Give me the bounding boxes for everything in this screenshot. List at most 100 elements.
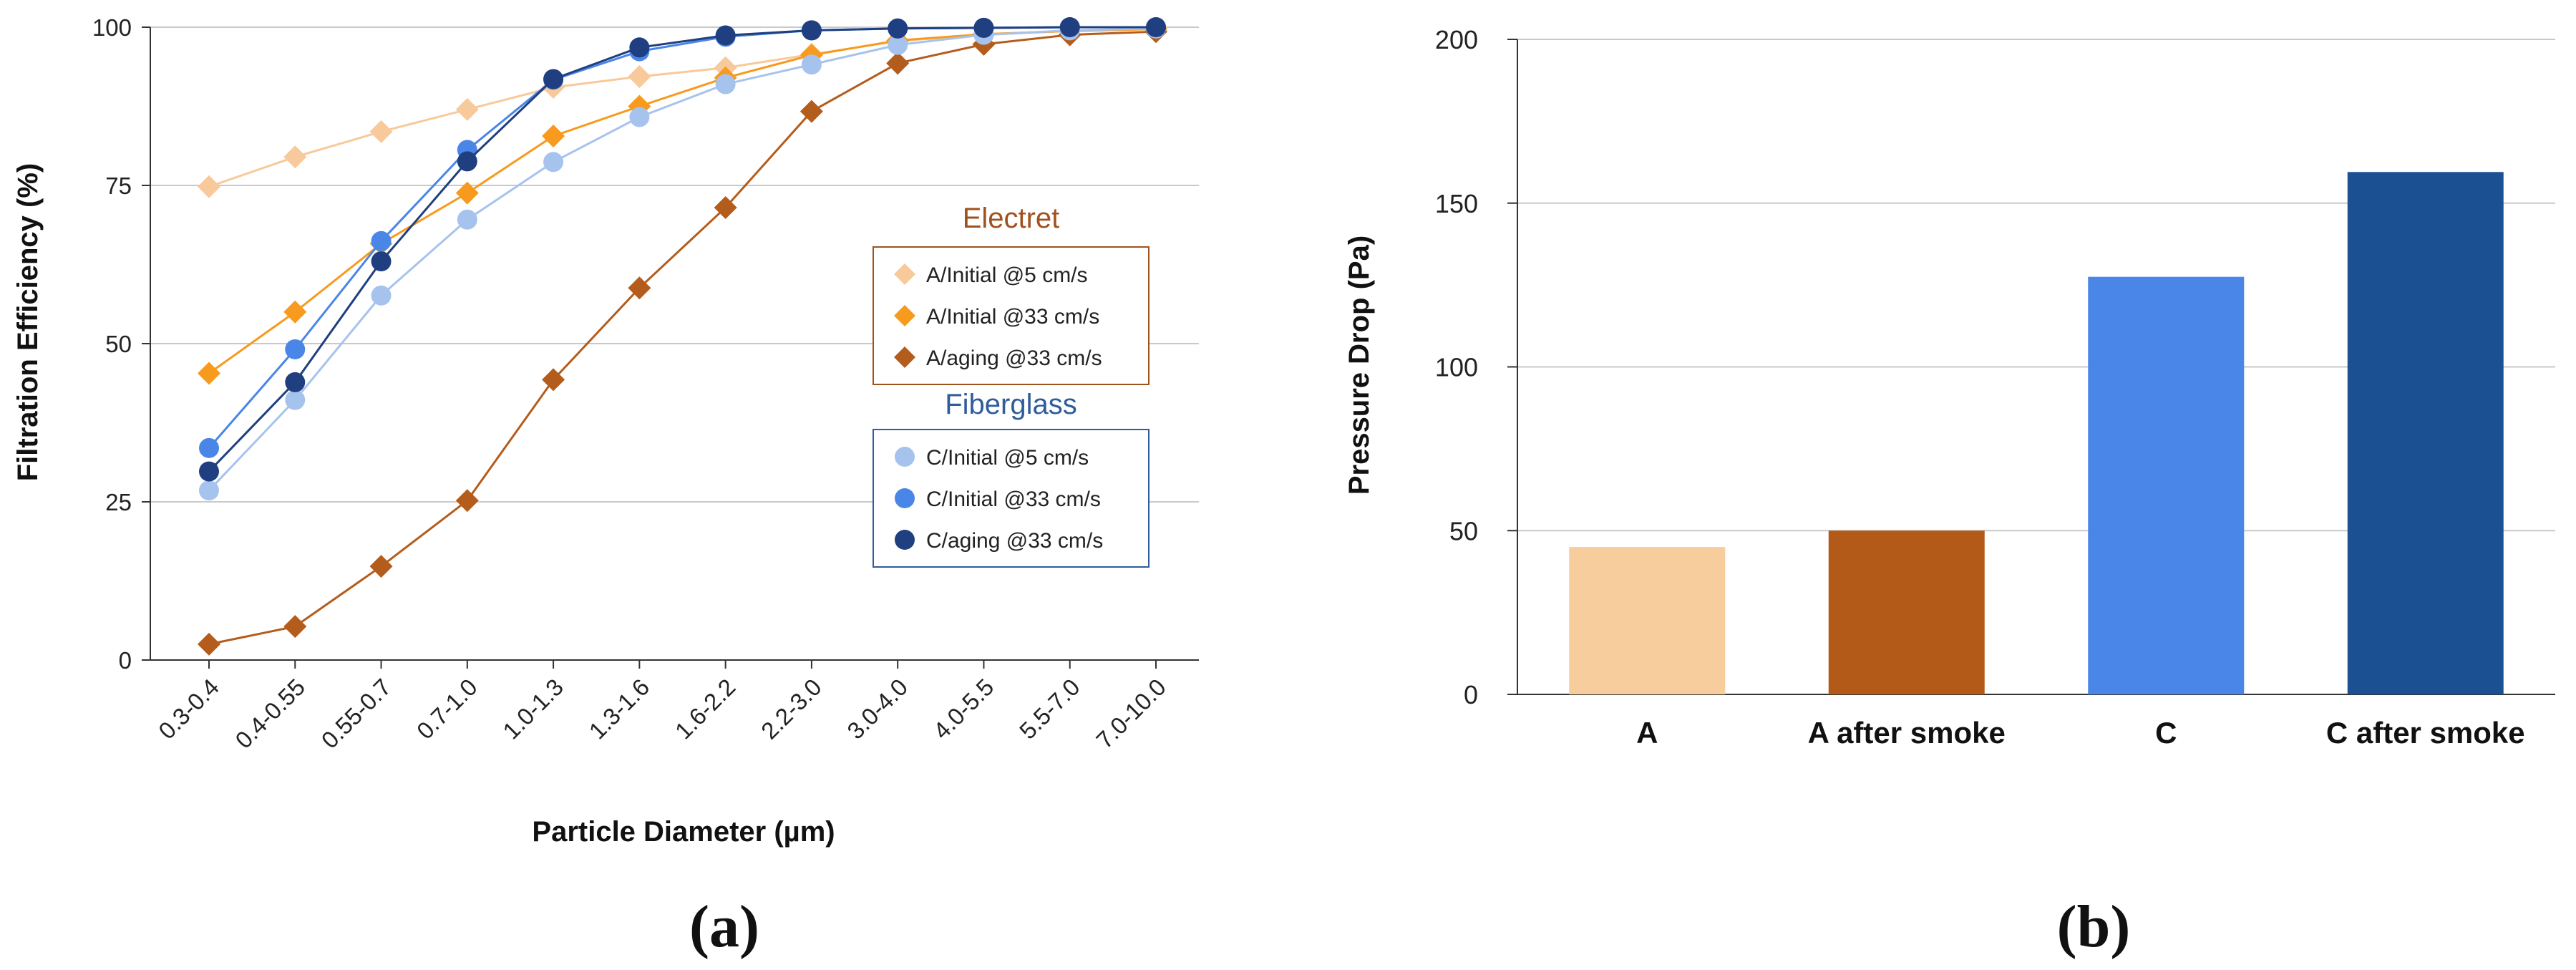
data-point <box>457 151 477 172</box>
data-point <box>199 437 219 458</box>
legend-box <box>873 246 1150 385</box>
x-axis-title: Particle Diameter (µm) <box>532 816 835 848</box>
data-point <box>628 64 651 88</box>
data-point <box>886 52 910 75</box>
legend-marker <box>894 346 915 368</box>
data-point <box>715 25 736 46</box>
data-point <box>1146 17 1166 37</box>
data-point <box>369 120 393 143</box>
legend: Electret A/Initial @5 cm/s A/Initial @33 c… <box>873 203 1150 568</box>
data-point <box>198 362 220 385</box>
legend-marker <box>895 530 915 550</box>
y-tick-label: 0 <box>1464 680 1478 709</box>
legend-marker <box>895 447 915 467</box>
data-point <box>283 145 307 169</box>
data-point <box>973 17 994 38</box>
data-point <box>369 555 393 578</box>
y-tick-label: 75 <box>105 173 132 199</box>
x-tick-label: 0.3-0.4 <box>153 674 224 745</box>
series-line <box>208 26 1156 472</box>
x-tick-label: 4.0-5.5 <box>928 674 999 745</box>
y-tick-label: 50 <box>105 331 132 357</box>
legend-group-electret: Electret A/Initial @5 cm/s A/Initial @33 c… <box>873 203 1150 385</box>
bar-a <box>1569 547 1726 694</box>
data-point <box>455 181 479 205</box>
x-tick-label: 1.0-1.3 <box>497 674 568 745</box>
y-tick-label: 0 <box>119 647 132 674</box>
x-tick-labels: 0.3-0.4 0.4-0.55 0.55-0.7 0.7-1.0 1.0-1.3 1.3… <box>153 674 1171 754</box>
y-tick-label: 150 <box>1435 189 1478 218</box>
y-tick-label: 25 <box>105 489 132 515</box>
legend-label: C/aging @33 cm/s <box>926 529 1103 553</box>
x-tick-label: 5.5-7.0 <box>1014 674 1085 745</box>
x-tick-label: A after smoke <box>1808 716 2006 750</box>
data-point <box>371 231 392 251</box>
panel-label-a: (a) <box>689 893 759 960</box>
x-tick-label: C after smoke <box>2326 716 2525 750</box>
data-point <box>543 152 564 173</box>
data-point <box>371 251 392 272</box>
legend-box <box>873 429 1150 568</box>
bar-c-after-smoke <box>2347 172 2504 695</box>
line-chart-filtration-efficiency: 0 25 50 75 100 0.3-0.4 0.4-0.55 0.55-0.7 0.7-1.… <box>12 14 1199 848</box>
y-tick-label: 200 <box>1435 25 1478 54</box>
x-tick-label: 3.0-4.0 <box>842 674 913 745</box>
legend-label: C/Initial @5 cm/s <box>926 446 1089 470</box>
series-c-aging-33-cm-s <box>199 17 1166 482</box>
data-point <box>542 368 565 392</box>
axes <box>142 26 1199 669</box>
data-point <box>888 18 908 39</box>
x-tick-labels: A A after smoke C C after smoke <box>1636 716 2525 750</box>
series-line <box>208 30 1157 646</box>
data-point <box>457 209 477 230</box>
data-point <box>801 20 822 41</box>
x-tick-label: 0.7-1.0 <box>412 674 482 745</box>
data-point <box>714 195 737 219</box>
data-point <box>371 285 392 306</box>
data-point <box>283 615 307 639</box>
data-point <box>542 125 565 148</box>
series-group <box>198 17 1167 656</box>
legend-title: Fiberglass <box>945 389 1077 420</box>
data-point <box>285 389 306 410</box>
x-tick-label: C <box>2155 716 2177 750</box>
data-point <box>628 276 651 300</box>
x-tick-label: A <box>1636 716 1658 750</box>
data-point <box>199 480 219 501</box>
data-point <box>198 632 220 656</box>
x-tick-label: 2.2-3.0 <box>756 674 827 745</box>
data-point <box>285 372 306 392</box>
series-line <box>208 28 1157 188</box>
y-axis-title: Filtration Efficiency (%) <box>12 163 44 482</box>
bar-c <box>2088 276 2245 694</box>
data-point <box>801 54 822 75</box>
x-tick-label: 1.3-1.6 <box>583 674 654 745</box>
data-point <box>198 175 220 198</box>
data-point <box>629 37 650 58</box>
data-point <box>455 489 479 513</box>
data-point <box>799 100 823 123</box>
y-axis-title: Pressure Drop (Pa) <box>1343 236 1375 495</box>
y-tick-label: 100 <box>92 14 132 41</box>
y-tick-label: 100 <box>1435 353 1478 382</box>
panel-label-b: (b) <box>2057 893 2131 960</box>
bar-chart-pressure-drop: 0 50 100 150 200 A A after smoke C C after smok… <box>1343 25 2555 750</box>
x-tick-label: 7.0-10.0 <box>1091 674 1171 754</box>
legend-label: C/Initial @33 cm/s <box>926 488 1101 511</box>
axes <box>1507 39 1518 695</box>
bars-group <box>1569 172 2504 695</box>
y-tick-labels: 0 25 50 75 100 <box>92 14 132 674</box>
data-point <box>283 300 307 324</box>
x-tick-label: 0.55-0.7 <box>316 674 397 754</box>
data-point <box>888 34 908 55</box>
legend-label: A/Initial @5 cm/s <box>926 263 1088 287</box>
legend-label: A/aging @33 cm/s <box>926 346 1102 370</box>
legend-group-fiberglass: Fiberglass C/Initial @5 cm/s C/Initial @33… <box>873 389 1150 568</box>
data-point <box>455 97 479 121</box>
series-line <box>208 27 1157 492</box>
data-point <box>285 339 306 359</box>
legend-label: A/Initial @33 cm/s <box>926 305 1099 329</box>
y-tick-labels: 0 50 100 150 200 <box>1435 25 1478 709</box>
data-point <box>199 461 219 482</box>
